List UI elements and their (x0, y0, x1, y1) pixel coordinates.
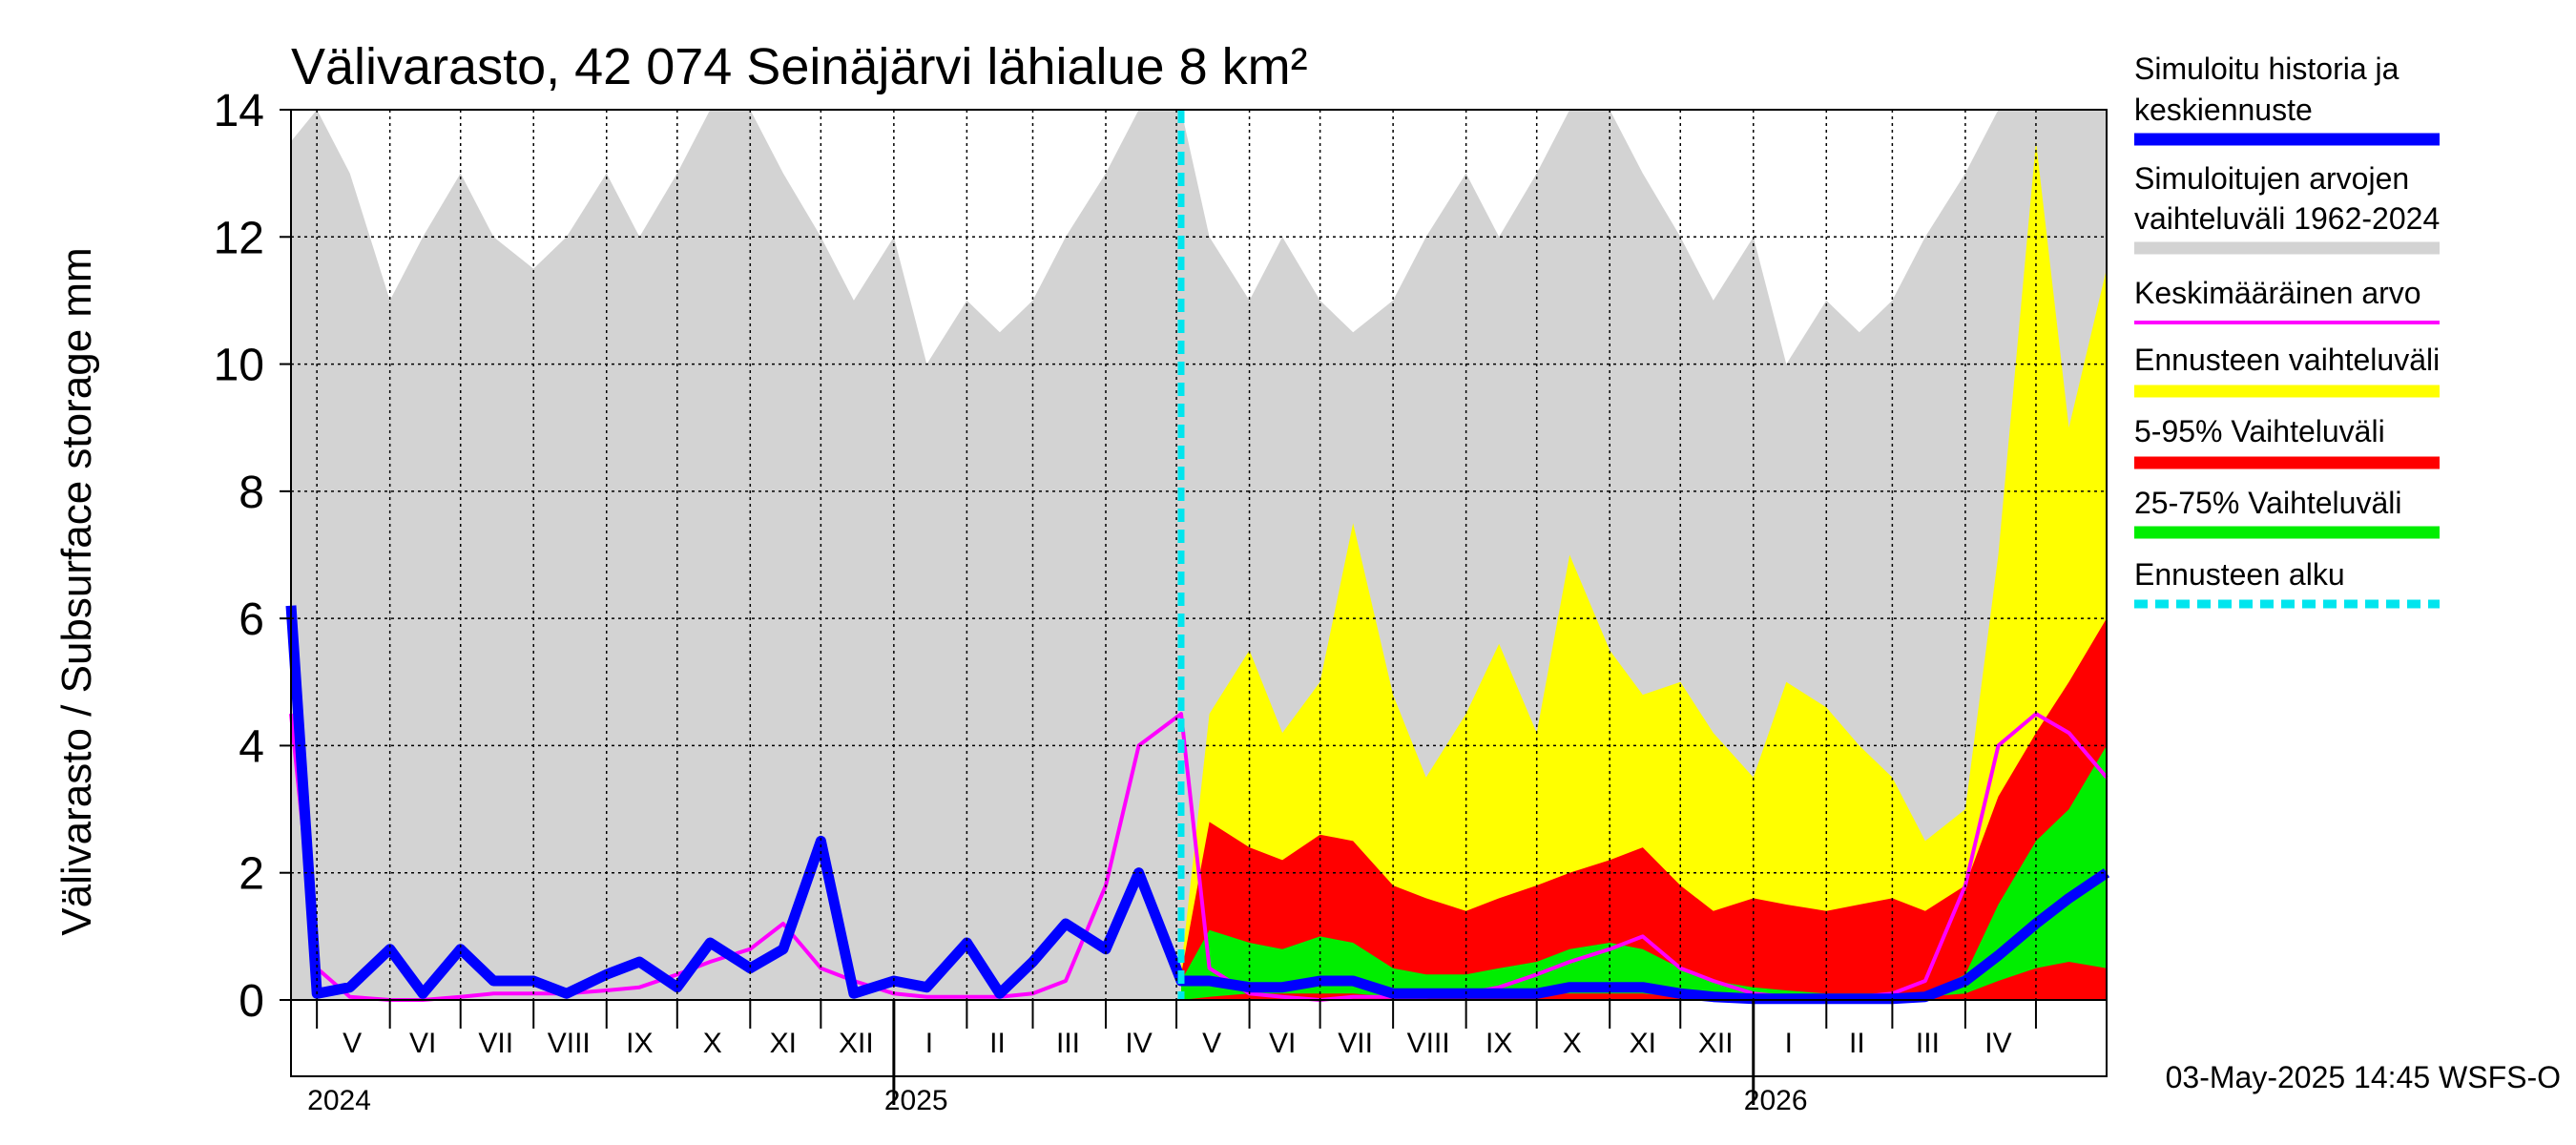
y-tick-label: 8 (239, 468, 264, 518)
month-label: II (1849, 1028, 1865, 1059)
month-label: VI (409, 1028, 436, 1059)
legend-label: vaihteluväli 1962-2024 (2134, 201, 2440, 236)
month-label: XII (839, 1028, 874, 1059)
legend-label: Ennusteen alku (2134, 557, 2345, 592)
legend-label: Keskimääräinen arvo (2134, 276, 2421, 310)
month-label: II (989, 1028, 1006, 1059)
y-tick-label: 2 (239, 849, 264, 900)
legend-label: Ennusteen vaihteluväli (2134, 343, 2440, 377)
month-axis-box (290, 999, 2108, 1077)
month-label: XII (1698, 1028, 1734, 1059)
month-label: XI (770, 1028, 797, 1059)
band-25-75-vaihteluv-li (1181, 745, 2107, 1000)
band-ennusteen-vaihteluv-li (1181, 141, 2107, 1001)
y-tick-label: 6 (239, 594, 264, 645)
month-label: VII (478, 1028, 513, 1059)
month-label: III (1916, 1028, 1940, 1059)
month-label: IV (1984, 1028, 2011, 1059)
y-tick-label: 14 (214, 86, 264, 136)
legend-label: keskiennuste (2134, 93, 2313, 127)
month-label: VIII (548, 1028, 591, 1059)
y-tick-label: 4 (239, 721, 264, 772)
legend-label: 25-75% Vaihteluväli (2134, 486, 2401, 520)
month-label: IX (1485, 1028, 1512, 1059)
band-5-95-vaihteluv-li (1181, 618, 2107, 1000)
month-label: X (1563, 1028, 1582, 1059)
month-label: VII (1338, 1028, 1373, 1059)
legend-label: 5-95% Vaihteluväli (2134, 414, 2385, 448)
legend-label: Simuloitujen arvojen (2134, 161, 2409, 196)
month-label: VIII (1407, 1028, 1450, 1059)
year-label: 2026 (1744, 1085, 1808, 1116)
chart-title: Välivarasto, 42 074 Seinäjärvi lähialue … (291, 38, 1308, 95)
y-axis-label: Välivarasto / Subsurface storage mm (53, 247, 100, 935)
month-label: IX (626, 1028, 653, 1059)
month-label: I (1785, 1028, 1793, 1059)
band-layer (291, 110, 2107, 1001)
year-label: 2025 (884, 1085, 948, 1116)
month-label: XI (1630, 1028, 1656, 1059)
legend-label: Simuloitu historia ja (2134, 52, 2399, 86)
month-label: III (1056, 1028, 1080, 1059)
month-label: IV (1125, 1028, 1152, 1059)
y-tick-label: 0 (239, 976, 264, 1027)
month-label: VI (1269, 1028, 1296, 1059)
month-label: I (925, 1028, 933, 1059)
footer-timestamp: 03-May-2025 14:45 WSFS-O (2166, 1060, 2561, 1094)
year-label: 2024 (307, 1085, 371, 1116)
y-tick-label: 12 (214, 213, 264, 263)
month-label: V (343, 1028, 362, 1059)
line-layer (285, 605, 2110, 1005)
month-label: V (1202, 1028, 1221, 1059)
legend: Simuloitu historia ja keskiennuste Simuloi… (2134, 52, 2440, 609)
y-tick-label: 10 (214, 341, 264, 391)
month-label: X (703, 1028, 722, 1059)
line-simulated-history (285, 605, 2110, 1005)
